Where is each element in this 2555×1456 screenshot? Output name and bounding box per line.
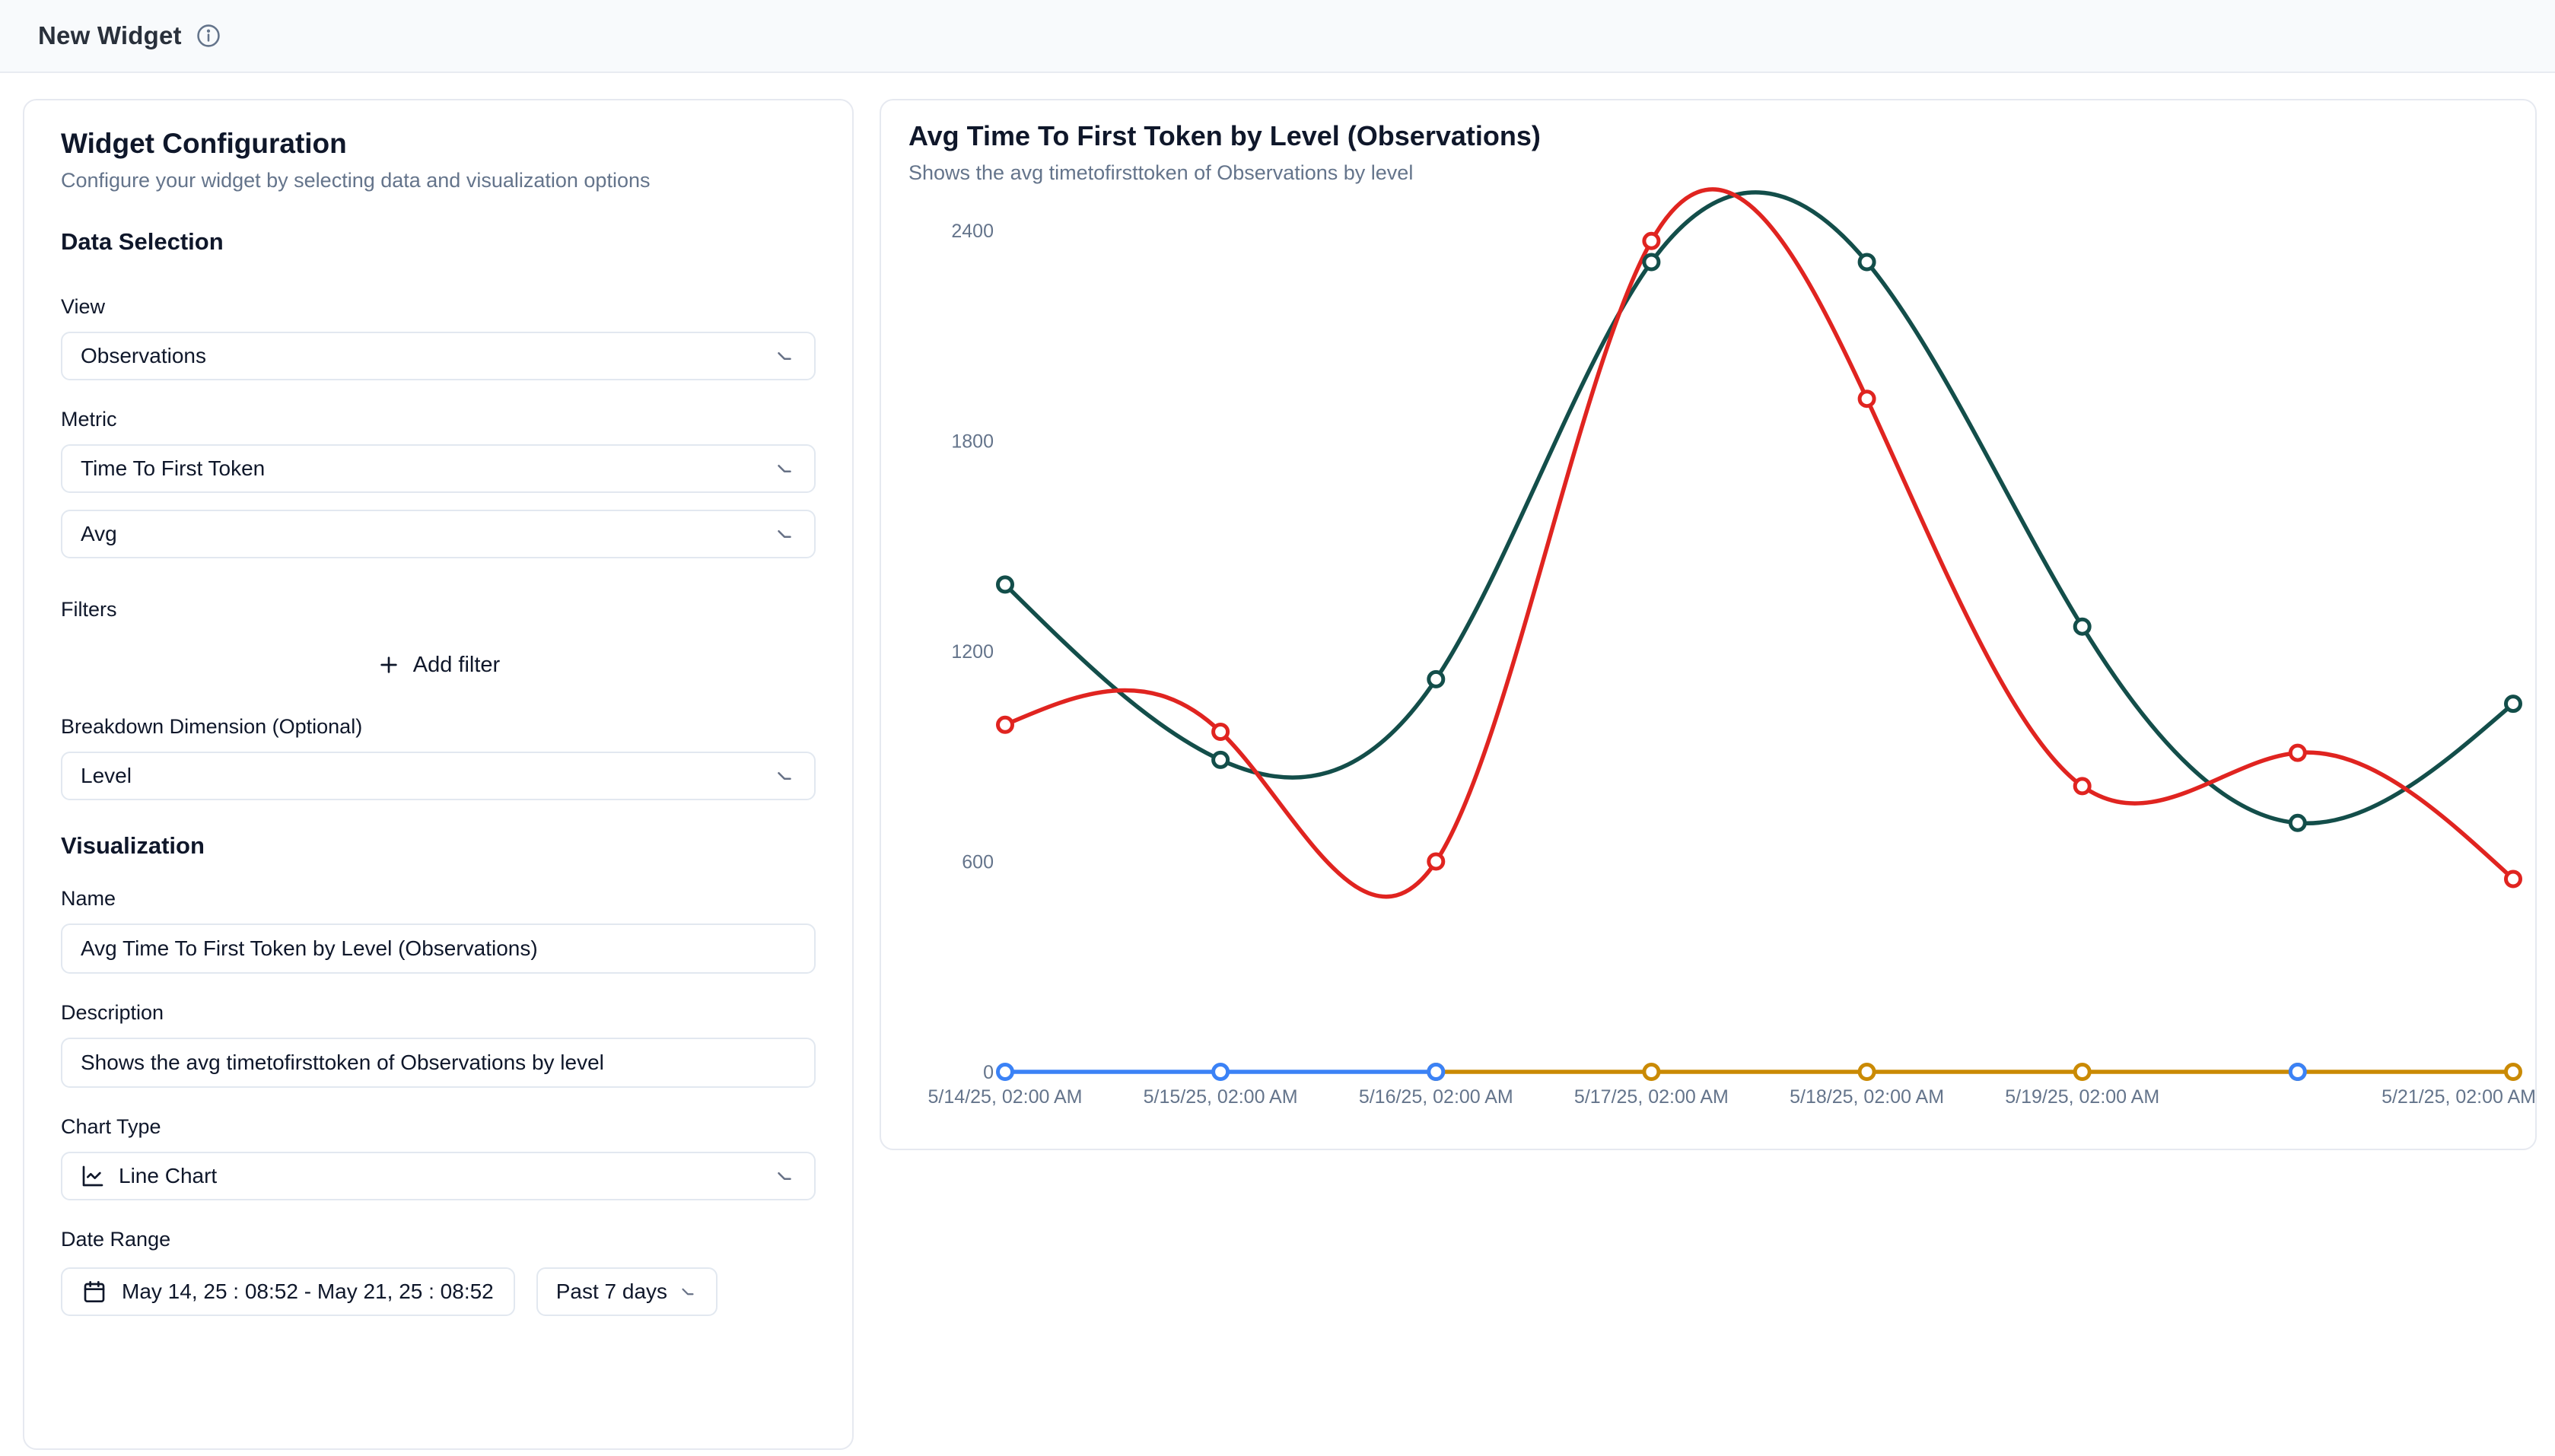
name-input[interactable] (61, 924, 816, 974)
widget-configuration-panel: Widget Configuration Configure your widg… (23, 99, 854, 1450)
chevron-down-icon (778, 465, 791, 472)
add-filter-button[interactable]: Add filter (377, 653, 500, 678)
svg-text:5/15/25, 02:00 AM: 5/15/25, 02:00 AM (1144, 1086, 1298, 1108)
breakdown-select[interactable]: Level (61, 752, 816, 800)
name-label: Name (61, 887, 116, 910)
chart-subtitle: Shows the avg timetofirsttoken of Observ… (908, 161, 1414, 184)
date-preset-value: Past 7 days (555, 1280, 668, 1303)
plus-icon (380, 656, 397, 673)
description-label: Description (61, 1001, 164, 1024)
svg-text:0: 0 (983, 1062, 994, 1083)
svg-text:5/19/25, 02:00 AM: 5/19/25, 02:00 AM (2005, 1086, 2159, 1108)
view-label: View (61, 295, 106, 318)
svg-text:1200: 1200 (951, 641, 994, 663)
chart-preview-card: Avg Time To First Token by Level (Observ… (880, 99, 2537, 1150)
svg-text:5/21/25, 02:00 AM: 5/21/25, 02:00 AM (2382, 1086, 2536, 1108)
date-range-button[interactable]: May 14, 25 : 08:52 - May 21, 25 : 08:52 (61, 1267, 515, 1316)
date-range-label: Date Range (61, 1228, 171, 1251)
page-title: New Widget (38, 21, 182, 49)
chevron-down-icon (778, 352, 791, 360)
svg-text:5/14/25, 02:00 AM: 5/14/25, 02:00 AM (928, 1086, 1083, 1108)
info-icon[interactable] (196, 23, 221, 49)
svg-text:600: 600 (962, 852, 994, 873)
chevron-down-icon (682, 1288, 694, 1295)
data-selection-heading: Data Selection (61, 228, 224, 255)
page-header: New Widget (0, 0, 2555, 73)
chart-title: Avg Time To First Token by Level (Observ… (908, 120, 1541, 151)
metric-select[interactable]: Time To First Token (61, 444, 816, 493)
chevron-down-icon (778, 772, 791, 780)
chevron-down-icon (778, 530, 791, 538)
svg-text:5/16/25, 02:00 AM: 5/16/25, 02:00 AM (1359, 1086, 1513, 1108)
filters-label: Filters (61, 598, 117, 621)
line-chart: 0 600 1200 1800 2400 5/14/25, 02:00 AM 5/15/25… (928, 187, 2536, 1108)
aggregation-select-value: Avg (81, 522, 117, 545)
add-filter-label: Add filter (412, 652, 501, 677)
date-preset-button[interactable]: Past 7 days (536, 1267, 718, 1316)
view-select-value: Observations (81, 344, 206, 367)
calendar-icon (84, 1281, 105, 1302)
description-input[interactable] (61, 1038, 816, 1088)
visualization-heading: Visualization (61, 832, 205, 859)
chart-type-select[interactable]: Line Chart (61, 1152, 816, 1200)
date-range-value: May 14, 25 : 08:52 - May 21, 25 : 08:52 (122, 1280, 494, 1303)
breakdown-select-value: Level (81, 764, 132, 787)
aggregation-select[interactable]: Avg (61, 510, 816, 558)
line-chart-icon (82, 1165, 103, 1187)
svg-text:5/17/25, 02:00 AM: 5/17/25, 02:00 AM (1574, 1086, 1729, 1108)
panel-subtitle: Configure your widget by selecting data … (61, 169, 651, 192)
date-range-row: May 14, 25 : 08:52 - May 21, 25 : 08:52 … (61, 1267, 816, 1316)
panel-title: Widget Configuration (61, 128, 347, 159)
view-select[interactable]: Observations (61, 332, 816, 380)
chart-type-label: Chart Type (61, 1115, 161, 1138)
filters-empty-row: Add filter (61, 642, 816, 688)
svg-text:1800: 1800 (951, 431, 994, 453)
breakdown-label: Breakdown Dimension (Optional) (61, 715, 363, 738)
metric-select-value: Time To First Token (81, 456, 266, 480)
metric-label: Metric (61, 408, 117, 431)
chevron-down-icon (778, 1172, 791, 1180)
chart-type-select-value: Line Chart (119, 1164, 218, 1187)
svg-text:5/18/25, 02:00 AM: 5/18/25, 02:00 AM (1790, 1086, 1944, 1108)
svg-text:2400: 2400 (951, 221, 994, 242)
